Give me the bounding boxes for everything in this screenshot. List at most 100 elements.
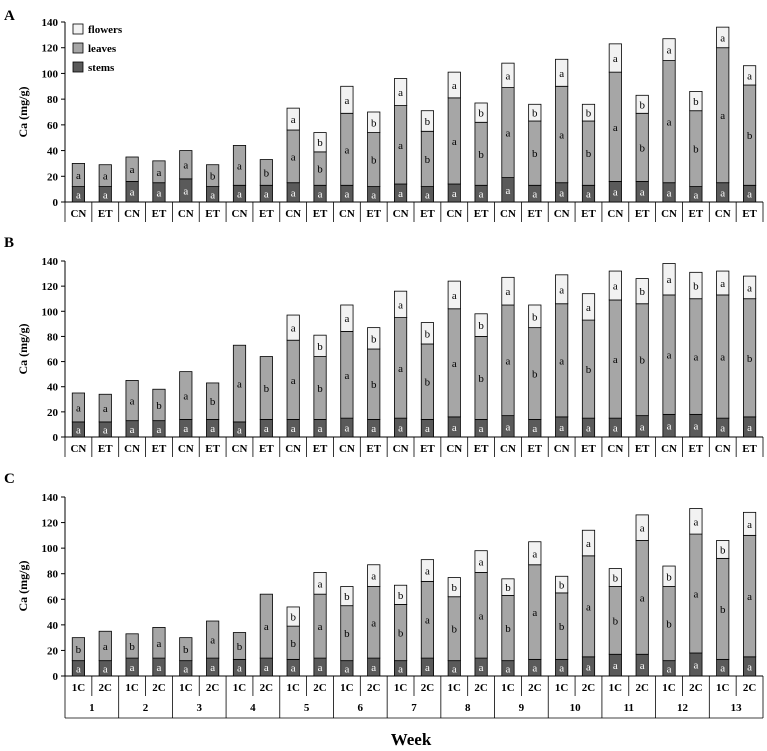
significance-letter: a [425, 615, 430, 627]
significance-letter: a [103, 171, 108, 183]
bar-flowers-segment [474, 550, 488, 573]
y-tick-label: 20 [47, 645, 59, 657]
significance-letter: a [425, 662, 430, 674]
bar-flowers-segment [528, 103, 542, 122]
x-category-label: 1C [286, 682, 300, 694]
y-tick-label: 40 [47, 620, 59, 632]
significance-letter: a [344, 423, 349, 435]
significance-letter: a [237, 189, 242, 201]
x-category-label: CN [500, 208, 516, 220]
significance-letter: a [586, 601, 591, 613]
significance-letter: a [693, 589, 698, 601]
x-category-label: ET [152, 443, 167, 455]
bar-flowers-segment [689, 508, 703, 535]
x-category-label: CN [446, 208, 462, 220]
bar-flowers-segment [394, 584, 408, 605]
x-category-label: 2C [367, 682, 381, 694]
significance-letter: b [639, 99, 645, 111]
x-category-label: CN [339, 208, 355, 220]
bar-flowers-segment [555, 575, 569, 594]
significance-letter: a [183, 423, 188, 435]
significance-letter: a [76, 170, 81, 182]
legend-label-leaves: leaves [88, 43, 117, 55]
significance-letter: a [747, 661, 752, 673]
x-category-label: CN [232, 443, 248, 455]
x-category-label: ET [313, 208, 328, 220]
significance-letter: a [291, 114, 296, 126]
significance-letter: a [452, 290, 457, 302]
significance-letter: b [290, 638, 296, 650]
x-category-label: 1C [501, 682, 515, 694]
bar-flowers-segment [367, 327, 381, 350]
x-category-label: ET [527, 443, 542, 455]
significance-letter: a [183, 160, 188, 172]
x-category-label: 2C [635, 682, 649, 694]
significance-letter: b [371, 333, 377, 345]
bar-flowers-segment [608, 43, 622, 73]
x-category-label: 2C [421, 682, 435, 694]
significance-letter: a [130, 662, 135, 674]
y-tick-label: 120 [42, 43, 59, 55]
x-category-label: ET [98, 208, 113, 220]
significance-letter: a [210, 635, 215, 647]
significance-letter: a [130, 396, 135, 408]
significance-letter: a [76, 189, 81, 201]
bar-leaves-segment [125, 633, 139, 659]
x-category-label: 2C [474, 682, 488, 694]
bar-flowers-segment [716, 26, 730, 49]
bar-flowers-segment [528, 304, 542, 329]
y-tick-label: 80 [47, 569, 59, 581]
x-category-label: ET [689, 443, 704, 455]
significance-letter: a [425, 189, 430, 201]
bar-leaves-segment [179, 637, 193, 662]
bar-flowers-segment [474, 313, 488, 337]
bar-flowers-segment [313, 334, 327, 357]
significance-letter: b [532, 108, 538, 120]
bar-leaves-segment [71, 637, 85, 662]
week-group-label: 3 [196, 702, 202, 714]
significance-letter: b [371, 155, 377, 167]
significance-letter: a [479, 557, 484, 569]
significance-letter: a [130, 164, 135, 176]
bar-flowers-segment [286, 107, 300, 131]
x-category-label: 2C [582, 682, 596, 694]
significance-letter: a [318, 423, 323, 435]
bar-flowers-segment [313, 132, 327, 153]
bar-flowers-segment [501, 578, 515, 596]
significance-letter: b [720, 604, 726, 616]
significance-letter: b [210, 171, 216, 183]
bar-leaves-segment [98, 630, 112, 662]
bar-flowers-segment [447, 280, 461, 310]
significance-letter: a [157, 167, 162, 179]
y-tick-label: 100 [42, 543, 59, 555]
x-category-label: CN [178, 208, 194, 220]
bar-flowers-segment [635, 94, 649, 114]
significance-letter: a [532, 548, 537, 560]
significance-letter: a [720, 32, 725, 44]
bar-flowers-segment [743, 275, 757, 300]
bar-flowers-segment [689, 271, 703, 300]
week-group-label: 9 [519, 702, 525, 714]
significance-letter: b [425, 377, 431, 389]
significance-letter: b [586, 148, 592, 160]
bar-flowers-segment [662, 263, 676, 296]
bar-flowers-segment [420, 559, 434, 582]
bar-flowers-segment [501, 62, 515, 88]
x-category-label: CN [232, 208, 248, 220]
significance-letter: a [264, 662, 269, 674]
y-tick-label: 40 [47, 146, 59, 158]
significance-letter: a [667, 45, 672, 57]
significance-letter: a [613, 281, 618, 293]
significance-letter: a [586, 661, 591, 673]
significance-letter: a [264, 423, 269, 435]
significance-letter: a [183, 663, 188, 675]
x-category-label: 2C [99, 682, 113, 694]
significance-letter: a [183, 391, 188, 403]
x-category-label: ET [205, 208, 220, 220]
x-category-label: 2C [689, 682, 703, 694]
significance-letter: b [398, 590, 404, 602]
significance-letter: a [667, 663, 672, 675]
x-category-label: ET [581, 208, 596, 220]
bar-flowers-segment [581, 529, 596, 557]
significance-letter: a [667, 421, 672, 433]
